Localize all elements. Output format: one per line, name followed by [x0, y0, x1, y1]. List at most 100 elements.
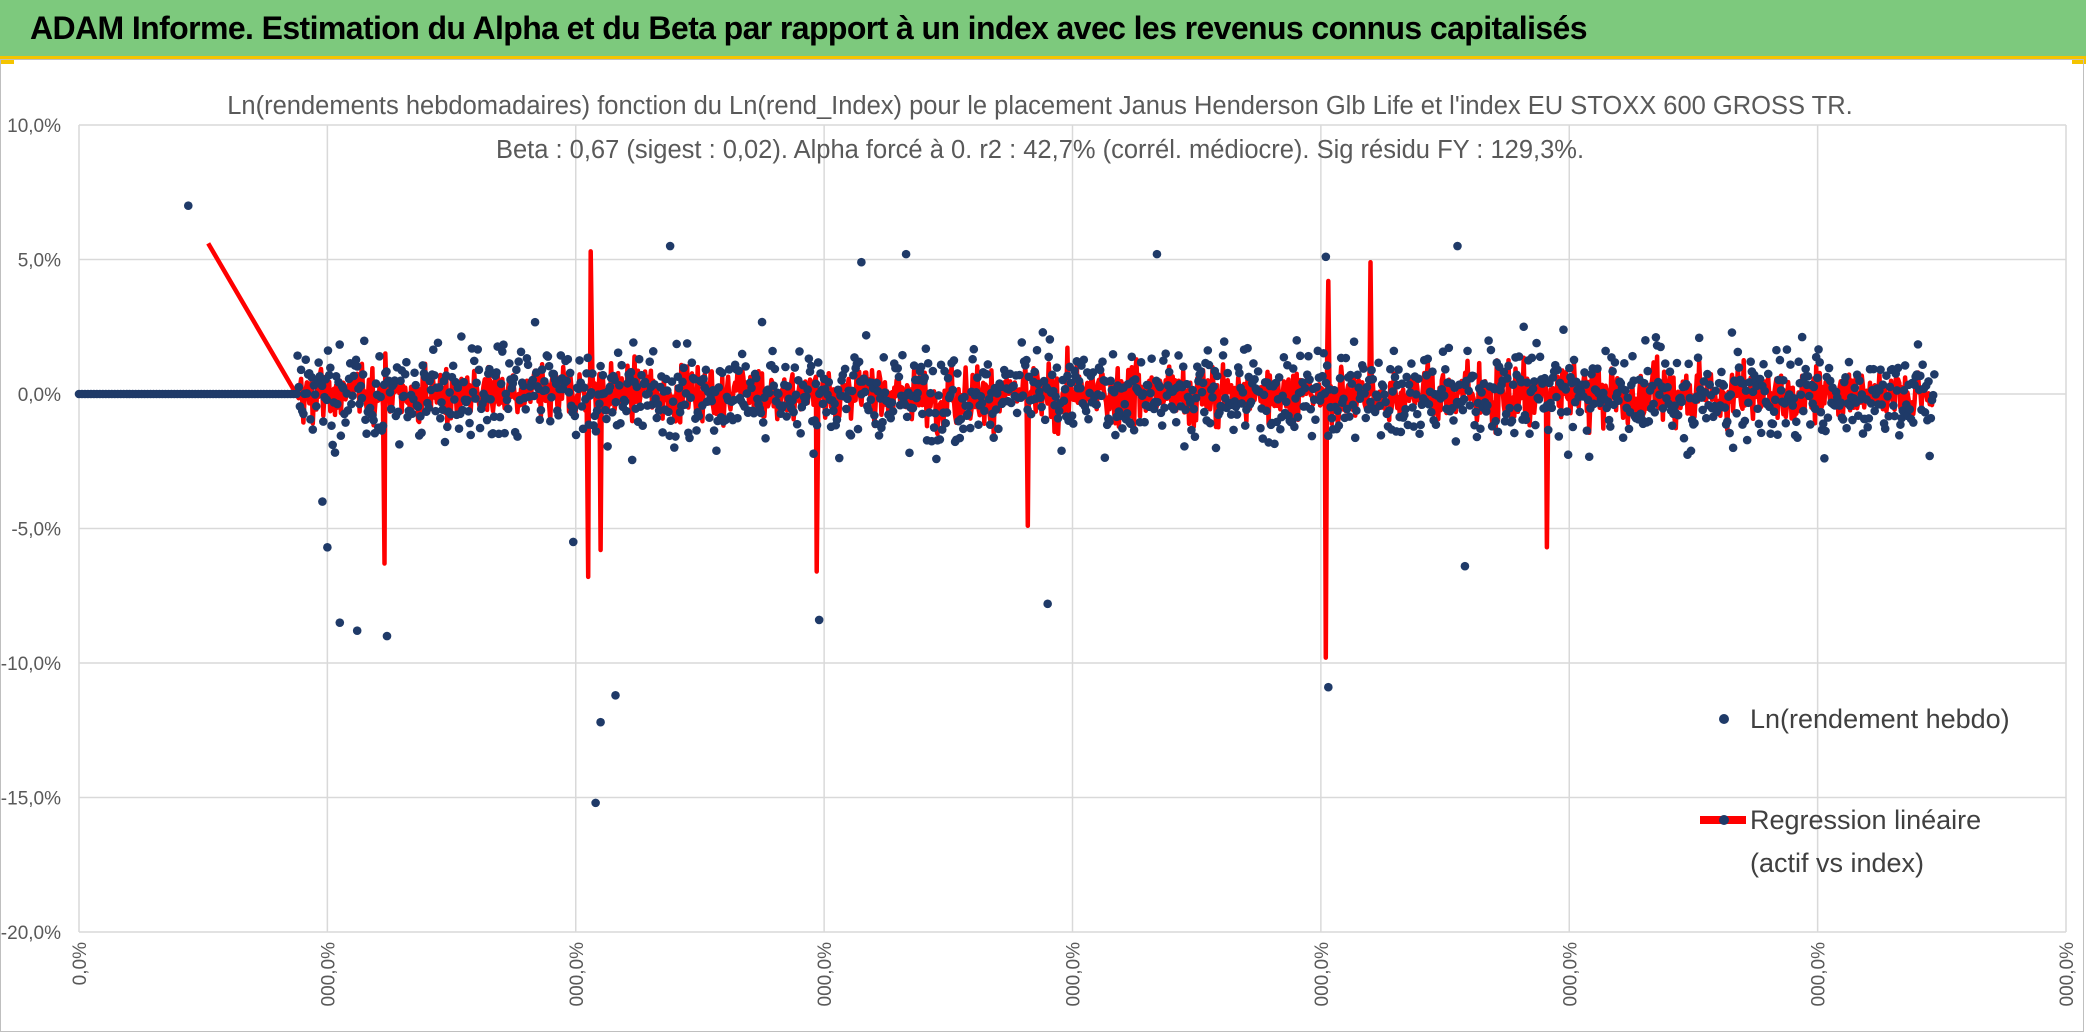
- data-point: [496, 379, 506, 389]
- data-point: [1451, 437, 1461, 446]
- data-point: [1582, 426, 1592, 435]
- data-point: [622, 406, 631, 416]
- data-point: [741, 362, 750, 371]
- data-point: [522, 354, 532, 363]
- data-point: [830, 399, 839, 408]
- data-point: [861, 330, 871, 340]
- data-point: [1178, 362, 1188, 371]
- x-tick-label: 0,0%: [70, 942, 91, 985]
- data-point: [1667, 421, 1677, 430]
- data-point: [1869, 364, 1878, 374]
- data-point: [505, 359, 514, 368]
- data-point: [814, 615, 824, 625]
- data-point: [1823, 413, 1833, 422]
- data-point: [1786, 360, 1795, 369]
- data-point: [1153, 397, 1162, 407]
- data-point: [596, 717, 605, 727]
- x-tick-label: 000,0%: [815, 942, 836, 1007]
- data-point: [544, 361, 554, 371]
- data-point: [1388, 387, 1397, 396]
- data-point: [1519, 322, 1529, 332]
- data-point: [1334, 421, 1344, 430]
- data-point: [465, 418, 474, 428]
- data-point: [880, 388, 890, 397]
- data-point: [369, 416, 378, 425]
- data-point: [806, 361, 816, 371]
- data-point: [1719, 381, 1729, 390]
- data-point: [1513, 403, 1523, 413]
- data-point: [1508, 380, 1518, 390]
- data-point: [1896, 420, 1905, 429]
- data-point: [1601, 346, 1610, 356]
- data-point: [966, 423, 975, 433]
- data-point: [1373, 392, 1382, 402]
- data-point: [1818, 419, 1828, 428]
- data-point: [323, 543, 332, 552]
- data-point: [362, 429, 371, 439]
- data-point: [356, 381, 366, 391]
- data-point: [968, 354, 977, 364]
- data-point: [1288, 364, 1298, 373]
- data-point: [1281, 397, 1291, 407]
- data-point: [1581, 380, 1591, 389]
- data-point: [1295, 351, 1305, 361]
- data-point: [1026, 409, 1036, 419]
- data-point: [516, 347, 526, 357]
- data-point: [980, 406, 989, 416]
- data-point: [1604, 415, 1614, 425]
- data-point: [1705, 380, 1715, 389]
- data-point: [1300, 383, 1310, 393]
- data-point: [1404, 380, 1414, 389]
- data-point: [1905, 405, 1915, 414]
- data-point: [579, 383, 589, 392]
- x-tick-label: 000,0%: [1064, 942, 1085, 1007]
- data-point: [1610, 358, 1620, 367]
- data-point: [1476, 424, 1485, 434]
- data-point: [436, 414, 445, 423]
- data-point: [905, 448, 914, 458]
- data-point: [1663, 382, 1672, 392]
- data-point: [1180, 442, 1189, 451]
- data-point: [1431, 420, 1441, 430]
- data-point: [1732, 409, 1741, 418]
- data-point: [1053, 414, 1063, 423]
- data-point: [472, 378, 481, 388]
- data-point: [930, 408, 940, 418]
- corner-marker-top-left: [0, 56, 14, 64]
- data-point: [666, 416, 676, 426]
- data-point: [977, 398, 987, 408]
- points-series: [74, 201, 1939, 808]
- data-point: [1740, 416, 1750, 426]
- data-point: [1772, 345, 1781, 355]
- data-point: [336, 431, 346, 441]
- data-point: [1237, 399, 1247, 408]
- data-point: [1223, 368, 1232, 378]
- data-point: [450, 395, 459, 404]
- data-point: [1174, 351, 1183, 360]
- data-point: [1163, 381, 1173, 390]
- data-point: [1796, 390, 1806, 400]
- data-point: [1198, 378, 1208, 388]
- data-point: [1232, 410, 1242, 419]
- data-point: [615, 381, 624, 390]
- data-point: [1900, 361, 1910, 370]
- data-point: [1552, 392, 1561, 402]
- data-point: [402, 357, 411, 367]
- data-point: [1534, 395, 1544, 404]
- data-point: [462, 395, 472, 405]
- data-point: [1060, 384, 1070, 394]
- data-point: [679, 363, 688, 373]
- data-point: [658, 428, 667, 437]
- data-point: [311, 401, 321, 411]
- data-point: [1803, 372, 1813, 381]
- data-point: [1098, 357, 1107, 366]
- data-point: [317, 381, 327, 391]
- data-point: [1521, 415, 1531, 425]
- data-point: [768, 346, 777, 356]
- data-point: [1522, 378, 1532, 387]
- data-point: [1816, 407, 1826, 417]
- legend-label-regression-2: (actif vs index): [1750, 848, 1924, 878]
- data-point: [1472, 432, 1482, 442]
- data-point: [1412, 409, 1422, 419]
